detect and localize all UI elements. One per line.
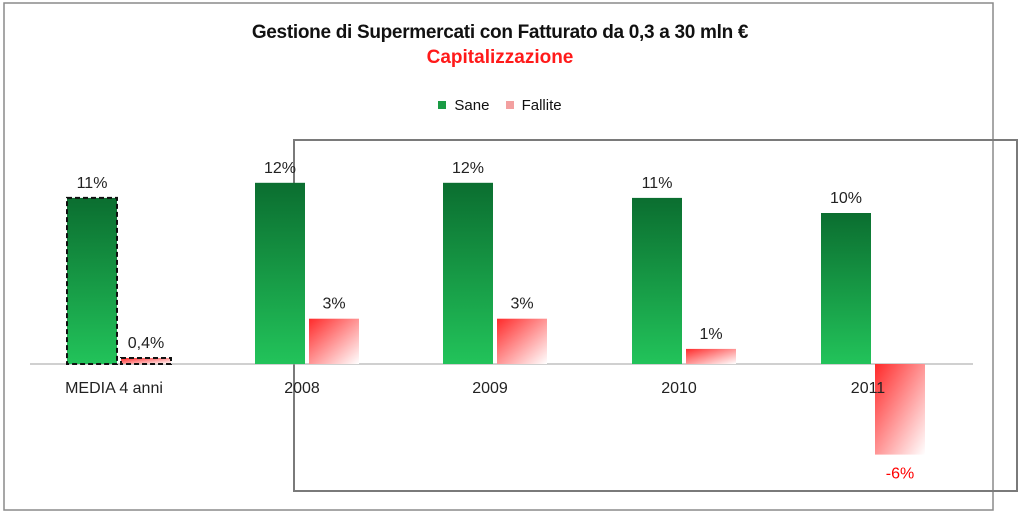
legend-label-sane: Sane <box>454 96 490 114</box>
legend-item-sane: Sane <box>438 97 489 114</box>
bar-sane-3 <box>632 197 682 364</box>
x-tick-label-1: 2008 <box>284 380 320 397</box>
bar-sane-4 <box>821 213 871 364</box>
x-tick-label-2: 2009 <box>472 380 508 397</box>
data-label-sane-1: 12% <box>264 160 296 177</box>
legend-item-fallite: Fallite <box>505 96 562 114</box>
chart-subtitle: Capitalizzazione <box>426 47 574 68</box>
data-label-sane-4: 10% <box>830 190 862 207</box>
bar-sane-0 <box>66 196 118 365</box>
x-tick-label-0: MEDIA 4 anni <box>65 380 163 397</box>
x-tick-label-3: 2010 <box>661 380 697 397</box>
x-tick-label-4: 2011 <box>851 380 886 397</box>
data-label-fallite-2: 3% <box>510 296 533 313</box>
data-label-fallite-1: 3% <box>322 296 345 313</box>
bar-fallite-0 <box>120 356 172 365</box>
outer-border <box>3 2 994 511</box>
legend: Sane Fallite <box>0 96 1000 114</box>
data-label-sane-0: 11% <box>77 175 108 192</box>
data-label-fallite-0: 0,4% <box>128 335 164 352</box>
data-label-sane-2: 12% <box>452 160 484 177</box>
title-block: Gestione di Supermercati con Fatturato d… <box>0 22 1000 69</box>
bar-fallite-1 <box>309 318 359 364</box>
bar-sane-1 <box>255 182 305 364</box>
bar-sane-2 <box>443 182 493 364</box>
bar-fallite-4 <box>875 364 925 455</box>
bar-fallite-2 <box>497 318 547 364</box>
legend-swatch-fallite <box>505 101 514 109</box>
legend-swatch-sane <box>438 101 447 109</box>
data-label-sane-3: 11% <box>642 175 673 192</box>
data-label-fallite-4: -6% <box>886 466 914 483</box>
data-label-fallite-3: 1% <box>699 326 722 343</box>
bar-fallite-3 <box>686 348 736 364</box>
legend-label-fallite: Fallite <box>521 96 562 114</box>
chart-title: Gestione di Supermercati con Fatturato d… <box>251 22 749 43</box>
